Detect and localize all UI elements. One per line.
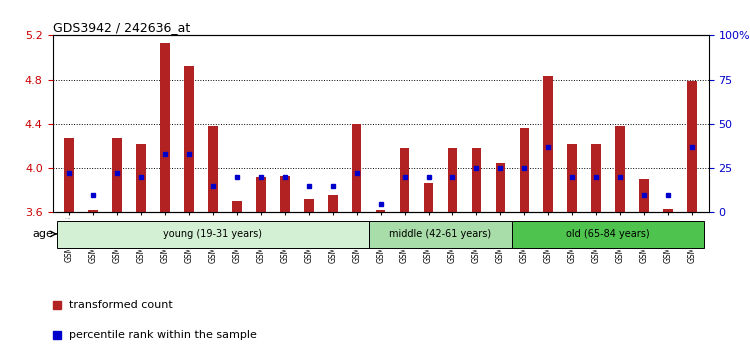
Bar (512, 221, 704, 248)
Bar (687, 81, 697, 212)
Bar (352, 124, 362, 212)
Bar (663, 209, 673, 212)
Bar (544, 76, 553, 212)
Bar (280, 176, 290, 212)
Bar (520, 128, 529, 212)
Text: young (19-31 years): young (19-31 years) (164, 229, 262, 239)
Bar (615, 126, 625, 212)
Bar (57, 221, 369, 248)
Bar (136, 144, 146, 212)
Bar (112, 138, 122, 212)
Bar (472, 148, 482, 212)
Bar (209, 126, 218, 212)
Bar (376, 210, 386, 212)
Text: age: age (32, 229, 53, 239)
Bar (64, 138, 74, 212)
Bar (88, 210, 98, 212)
Text: transformed count: transformed count (69, 300, 172, 310)
Bar (369, 221, 512, 248)
Bar (639, 179, 649, 212)
Bar (592, 144, 601, 212)
Bar (304, 199, 313, 212)
Bar (328, 195, 338, 212)
Text: middle (42-61 years): middle (42-61 years) (389, 229, 491, 239)
Bar (160, 43, 170, 212)
Bar (256, 177, 266, 212)
Bar (184, 67, 194, 212)
Bar (448, 148, 458, 212)
Text: percentile rank within the sample: percentile rank within the sample (69, 330, 256, 341)
Bar (232, 201, 242, 212)
Text: old (65-84 years): old (65-84 years) (566, 229, 650, 239)
Bar (424, 183, 433, 212)
Bar (400, 148, 410, 212)
Bar (568, 144, 577, 212)
Bar (496, 162, 506, 212)
Text: GDS3942 / 242636_at: GDS3942 / 242636_at (53, 21, 190, 34)
